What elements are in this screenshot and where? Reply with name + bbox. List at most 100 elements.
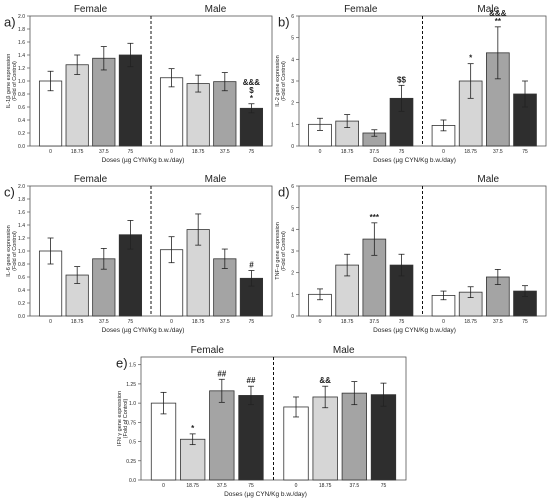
significance-mark: $ — [249, 86, 254, 95]
bar-male-18.75 — [312, 396, 338, 481]
y-tick-label: 0.2 — [18, 131, 25, 137]
y-axis-label-unit: (Fold of Control) — [281, 61, 287, 101]
x-tick-label: 18.75 — [71, 149, 84, 155]
y-axis-label-unit: (Fold of Control) — [12, 61, 18, 101]
y-tick-label: 0.6 — [18, 275, 25, 281]
x-axis-label: Doses (µg CYN/Kg b.w./day) — [102, 327, 185, 334]
x-axis-label: Doses (µg CYN/Kg b.w./day) — [224, 491, 307, 498]
group-title: Female — [74, 174, 108, 185]
y-axis-label: IL-6 gene expression — [6, 225, 12, 276]
panel-letter: b) — [278, 15, 290, 30]
y-axis-label-unit: (Fold of Control) — [281, 231, 287, 271]
x-tick-label: 37.5 — [220, 319, 230, 325]
y-tick-label: 1.8 — [18, 197, 25, 203]
y-axis-label: IL-2 gene expression — [275, 55, 281, 106]
x-tick-label: 37.5 — [369, 319, 379, 325]
significance-mark: &&& — [243, 78, 261, 87]
y-tick-label: 1.0 — [18, 249, 25, 255]
x-tick-label: 75 — [399, 149, 405, 155]
y-tick-label: 0 — [291, 144, 294, 150]
y-tick-label: 1.2 — [18, 236, 25, 242]
x-tick-label: 0 — [170, 149, 173, 155]
panel-letter: e) — [116, 356, 128, 371]
y-tick-label: 6 — [291, 14, 294, 20]
group-title: Male — [333, 345, 355, 356]
y-tick-label: 0.4 — [18, 118, 25, 124]
y-tick-label: 1.6 — [18, 210, 25, 216]
chart-panel-2: b) 0 1 2 3 4 5 6 IL-2 gene expression (Fold of Co… — [275, 4, 547, 164]
y-tick-label: 0.5 — [129, 440, 136, 446]
y-tick-label: 0.0 — [18, 144, 25, 150]
x-tick-label: 18.75 — [464, 319, 477, 325]
y-tick-label: 5 — [291, 36, 294, 42]
bar-male-75 — [239, 107, 264, 147]
y-tick-label: 0.0 — [129, 478, 136, 484]
bar-female-18.75 — [65, 64, 89, 147]
y-tick-label: 0.2 — [18, 301, 25, 307]
y-tick-label: 1.0 — [18, 79, 25, 85]
bar-male-75 — [370, 394, 397, 481]
x-tick-label: 37.5 — [99, 149, 109, 155]
group-title: Male — [205, 4, 227, 15]
y-tick-label: 1.4 — [18, 223, 25, 229]
y-tick-label: 1.25 — [126, 382, 136, 388]
x-tick-label: 75 — [249, 319, 255, 325]
bar-male-0 — [283, 406, 309, 481]
significance-mark: * — [469, 54, 473, 63]
x-tick-label: 0 — [49, 319, 52, 325]
y-tick-label: 4 — [291, 57, 294, 63]
x-tick-label: 75 — [248, 483, 254, 489]
x-tick-label: 0 — [49, 149, 52, 155]
y-tick-label: 0.25 — [126, 459, 136, 465]
group-title: Female — [344, 174, 378, 185]
x-tick-label: 18.75 — [319, 483, 332, 489]
panel-letter: c) — [4, 185, 15, 200]
bar-female-37.5 — [92, 57, 116, 147]
y-axis-label: IL-1β gene expression — [6, 54, 12, 109]
x-tick-label: 75 — [128, 149, 134, 155]
y-tick-label: 0.0 — [18, 314, 25, 320]
x-tick-label: 0 — [442, 149, 445, 155]
group-title: Female — [74, 4, 108, 15]
y-tick-label: 2 — [291, 271, 294, 277]
x-tick-label: 75 — [128, 319, 134, 325]
bar-female-75 — [118, 54, 143, 147]
y-tick-label: 2.0 — [18, 14, 25, 20]
y-tick-label: 4 — [291, 227, 294, 233]
panel-letter: a) — [4, 15, 16, 30]
y-tick-label: 2 — [291, 101, 294, 107]
y-tick-label: 0.75 — [126, 420, 136, 426]
y-tick-label: 1.5 — [129, 363, 136, 369]
y-tick-label: 0.6 — [18, 105, 25, 111]
x-tick-label: 0 — [295, 483, 298, 489]
y-tick-label: 1 — [291, 122, 294, 128]
significance-mark: # — [249, 261, 254, 270]
x-tick-label: 18.75 — [341, 149, 354, 155]
chart-panel-3: c) 0.0 0.2 0.4 0.6 0.8 1.0 1.2 1.4 1.6 1.8 2.0 IL-6 … — [4, 174, 273, 334]
significance-mark: ## — [247, 376, 256, 385]
chart-panel-5: e) 0.0 0.25 0.5 0.75 1.0 1.25 1.5 IFN γ gene exp… — [116, 345, 407, 498]
significance-mark: * — [250, 94, 254, 103]
y-axis-label-unit: (Fold of Control) — [12, 231, 18, 271]
significance-mark: && — [319, 376, 331, 385]
bar-male-37.5 — [213, 81, 237, 147]
y-tick-label: 1.6 — [18, 40, 25, 46]
x-tick-label: 37.5 — [369, 149, 379, 155]
x-tick-label: 75 — [249, 149, 255, 155]
x-tick-label: 37.5 — [99, 319, 109, 325]
y-tick-label: 6 — [291, 184, 294, 190]
bar-female-75 — [238, 395, 264, 481]
bar-female-0 — [150, 402, 177, 481]
group-title: Female — [191, 345, 225, 356]
y-tick-label: 0 — [291, 314, 294, 320]
x-tick-label: 18.75 — [71, 319, 84, 325]
x-tick-label: 37.5 — [349, 483, 359, 489]
x-tick-label: 37.5 — [493, 149, 503, 155]
y-tick-label: 1.2 — [18, 66, 25, 72]
panel-letter: d) — [278, 185, 290, 200]
y-tick-label: 1 — [291, 292, 294, 298]
x-tick-label: 0 — [170, 319, 173, 325]
y-tick-label: 1.8 — [18, 27, 25, 33]
y-axis-label-unit: (Fold of Control) — [123, 398, 129, 438]
